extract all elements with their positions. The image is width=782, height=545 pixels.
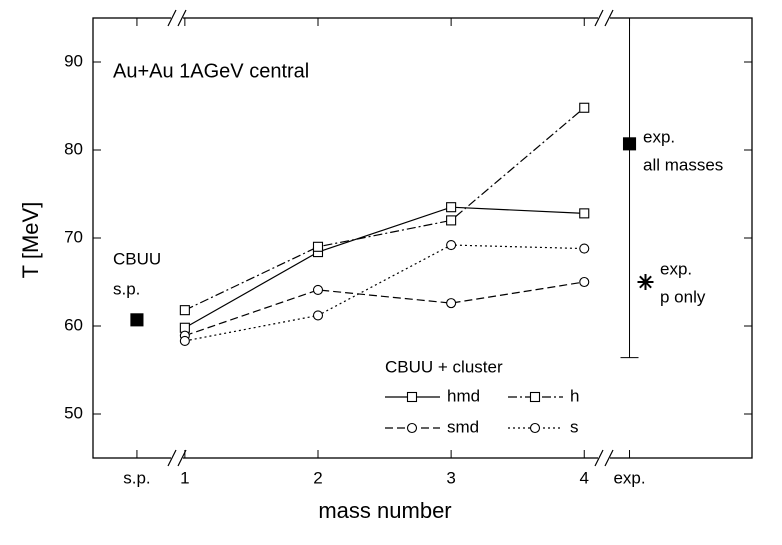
y-tick-label: 70 bbox=[64, 227, 83, 246]
x-tick-label: exp. bbox=[613, 468, 645, 487]
annotation: exp. bbox=[643, 127, 675, 146]
marker bbox=[446, 298, 457, 309]
marker bbox=[446, 239, 457, 251]
y-tick-label: 60 bbox=[64, 315, 83, 334]
y-tick-label: 80 bbox=[64, 139, 83, 158]
annotation: CBUU bbox=[113, 249, 161, 268]
marker bbox=[579, 243, 590, 254]
legend-title: CBUU + cluster bbox=[385, 357, 503, 376]
x-tick-label: s.p. bbox=[123, 468, 150, 487]
annotation: p only bbox=[660, 287, 706, 306]
marker bbox=[406, 391, 418, 403]
marker bbox=[579, 102, 590, 113]
marker bbox=[312, 310, 324, 321]
y-axis-label: T [MeV] bbox=[18, 202, 43, 279]
axis-break bbox=[167, 9, 614, 467]
marker bbox=[579, 276, 590, 288]
legend-label: h bbox=[570, 386, 579, 405]
marker bbox=[446, 202, 457, 213]
marker bbox=[179, 335, 190, 347]
marker bbox=[406, 422, 418, 434]
marker bbox=[529, 422, 541, 434]
marker bbox=[446, 215, 457, 226]
x-tick-label: 2 bbox=[313, 468, 322, 487]
x-tick-label: 1 bbox=[180, 468, 189, 487]
error-bar-group bbox=[620, 18, 639, 359]
marker bbox=[529, 391, 541, 403]
legend-label: hmd bbox=[447, 386, 480, 405]
marker bbox=[312, 241, 324, 252]
marker bbox=[637, 274, 654, 290]
annotation: all masses bbox=[643, 155, 723, 174]
annotation: exp. bbox=[660, 259, 692, 278]
legend-label: s bbox=[570, 417, 579, 436]
annotation: s.p. bbox=[113, 279, 140, 298]
chart-title: Au+Au 1AGeV central bbox=[113, 60, 309, 82]
series-line bbox=[184, 107, 585, 311]
legend-label: smd bbox=[447, 417, 479, 436]
marker bbox=[179, 305, 190, 316]
marker bbox=[130, 313, 144, 327]
series-line bbox=[184, 281, 585, 337]
series-line bbox=[184, 206, 585, 329]
y-tick-label: 90 bbox=[64, 51, 83, 70]
x-tick-label: 3 bbox=[446, 468, 455, 487]
marker bbox=[622, 137, 637, 151]
marker bbox=[312, 284, 324, 295]
x-axis-label: mass number bbox=[318, 498, 451, 523]
marker bbox=[579, 208, 590, 219]
y-tick-label: 50 bbox=[64, 403, 83, 422]
x-tick-label: 4 bbox=[580, 468, 589, 487]
series-line bbox=[184, 244, 585, 342]
plot-frame bbox=[92, 17, 753, 459]
